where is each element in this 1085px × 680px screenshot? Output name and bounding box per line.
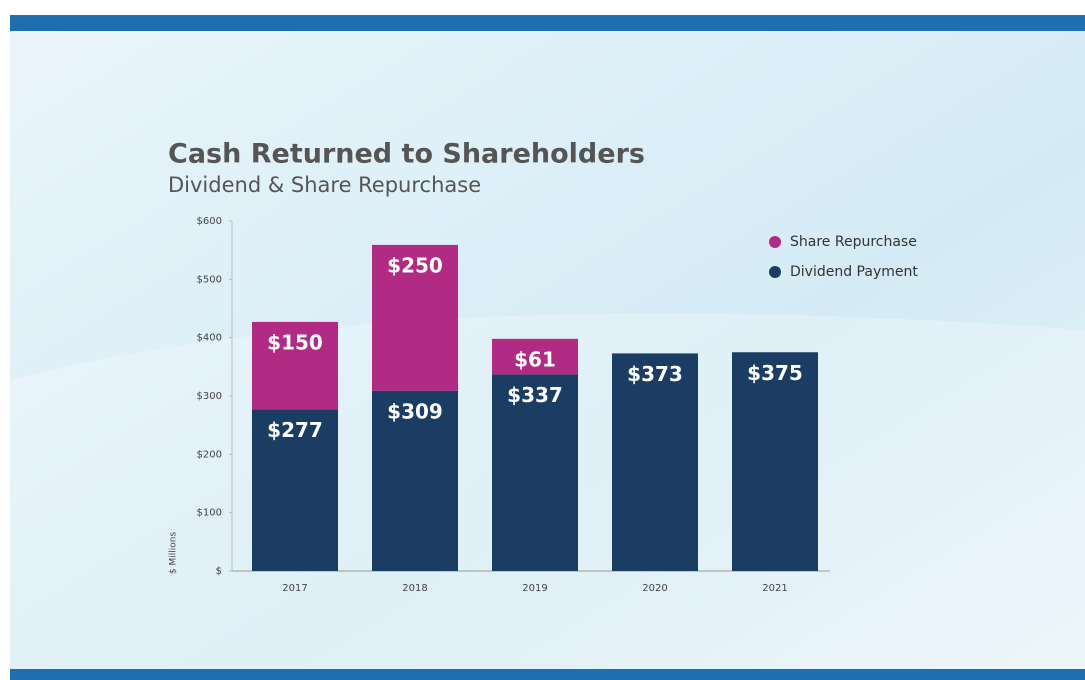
x-tick-label: 2019 (522, 583, 547, 594)
data-label: $309 (387, 399, 443, 423)
chart-subtitle: Dividend & Share Repurchase (168, 173, 481, 197)
bar-segment (492, 338, 578, 375)
legend-label: Share Repurchase (790, 234, 917, 250)
top-band (10, 15, 1085, 31)
data-label: $150 (267, 330, 323, 354)
y-tick-label: $200 (197, 449, 222, 460)
y-tick-label: $300 (197, 391, 222, 402)
y-axis-label: $ Millions (169, 532, 179, 575)
bar-segment (372, 390, 458, 571)
y-tick-label: $600 (197, 216, 222, 227)
x-tick-label: 2018 (402, 583, 427, 594)
bar-segment (612, 353, 698, 571)
x-tick-label: 2020 (642, 583, 667, 594)
legend-label: Dividend Payment (790, 264, 918, 280)
bar-segment (732, 352, 818, 571)
data-label: $375 (747, 361, 803, 385)
data-label: $277 (267, 418, 323, 442)
data-label: $250 (387, 253, 443, 277)
x-tick-label: 2021 (762, 583, 787, 594)
bottom-band (10, 669, 1085, 680)
bar-segment (252, 409, 338, 571)
data-label: $337 (507, 383, 563, 407)
bar-segment (252, 321, 338, 410)
y-tick-label: $500 (197, 274, 222, 285)
y-tick-label: $100 (197, 508, 222, 519)
chart-title: Cash Returned to Shareholders (168, 139, 645, 170)
x-tick-label: 2017 (282, 583, 307, 594)
y-tick-label: $ (216, 566, 222, 577)
legend-swatch (769, 236, 781, 248)
data-label: $61 (514, 347, 556, 371)
legend-swatch (769, 266, 781, 278)
y-tick-label: $400 (197, 333, 222, 344)
bar-segment (492, 374, 578, 571)
data-label: $373 (627, 362, 683, 386)
bar-segment (372, 244, 458, 391)
